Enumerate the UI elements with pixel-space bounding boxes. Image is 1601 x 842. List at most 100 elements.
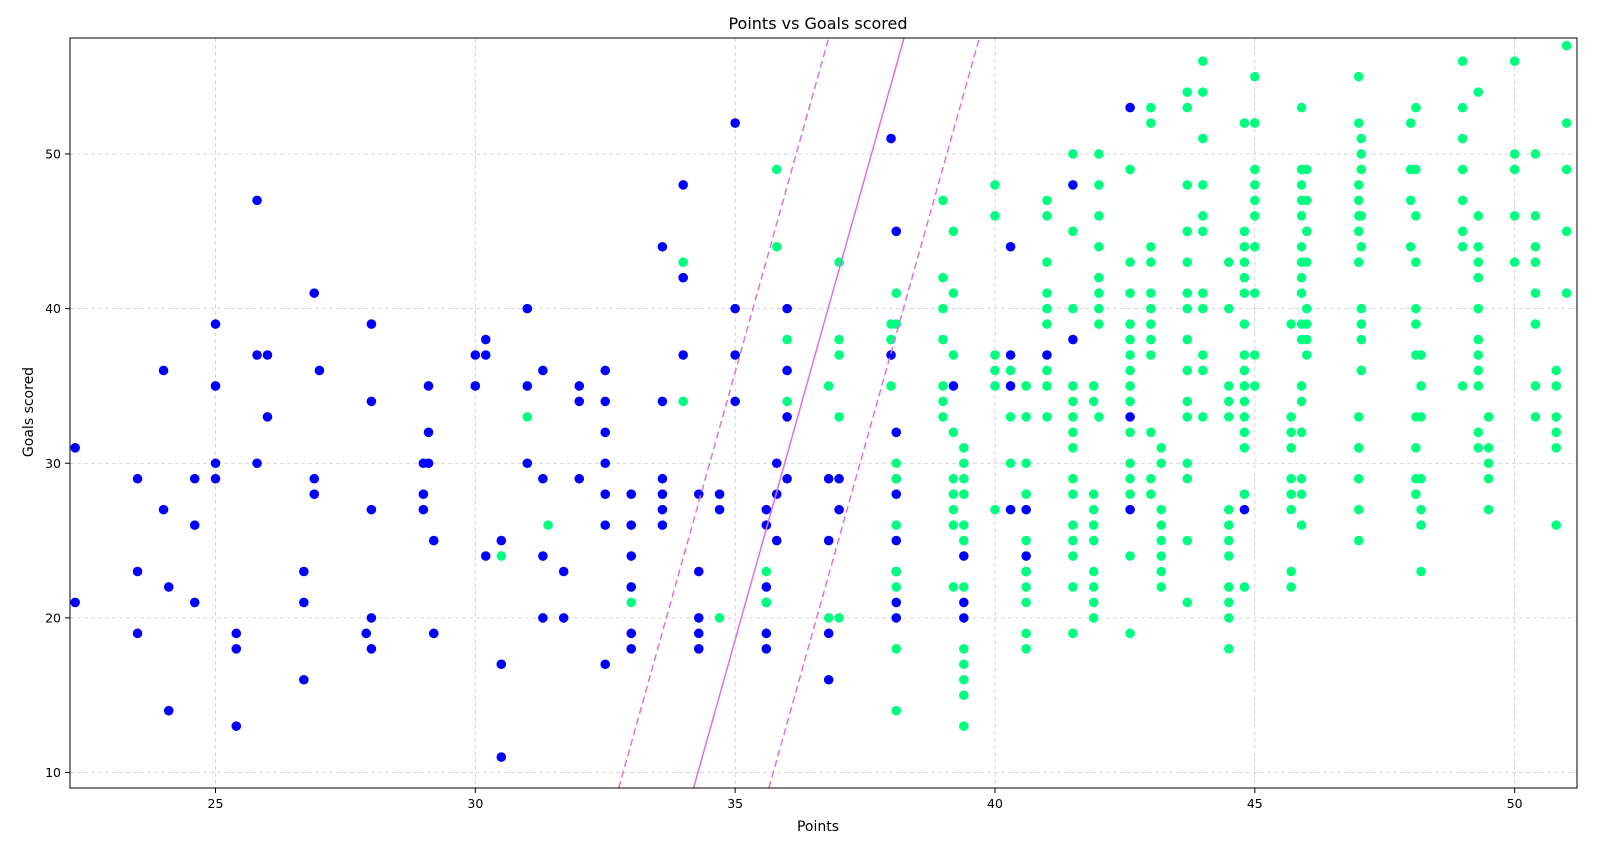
data-point — [1125, 412, 1135, 422]
data-point — [959, 644, 969, 654]
data-points — [70, 40, 1572, 762]
data-point — [891, 458, 902, 469]
data-point — [1530, 381, 1541, 391]
data-point — [891, 566, 902, 577]
data-point — [938, 396, 948, 407]
data-point — [600, 427, 611, 438]
data-point — [1473, 272, 1484, 283]
data-point — [1125, 458, 1135, 469]
data-point — [543, 520, 553, 530]
data-point — [730, 396, 740, 407]
data-point — [823, 535, 834, 546]
data-point — [1411, 489, 1421, 499]
data-point — [1125, 319, 1135, 329]
data-point — [1146, 303, 1156, 314]
data-point — [1156, 535, 1167, 546]
data-point — [959, 442, 969, 453]
data-point — [1125, 334, 1135, 345]
data-point — [1530, 319, 1541, 329]
data-point — [1353, 442, 1364, 453]
data-point — [252, 350, 262, 360]
data-point — [761, 504, 772, 515]
data-point — [1182, 102, 1193, 113]
data-point — [938, 303, 948, 314]
data-point — [834, 350, 844, 360]
data-point — [891, 489, 902, 499]
data-point — [1068, 551, 1078, 561]
data-point — [1088, 381, 1099, 391]
data-point — [1356, 133, 1367, 144]
data-point — [1473, 87, 1484, 97]
data-point — [891, 644, 902, 654]
boundary-lines — [618, 37, 981, 789]
data-point — [1239, 118, 1250, 128]
data-point — [1068, 582, 1078, 592]
data-point — [1483, 458, 1494, 469]
axis-ticks: 25 30 35 40 45 50 10 20 30 40 50 — [45, 146, 1523, 811]
data-point — [714, 504, 725, 515]
data-point — [231, 628, 242, 639]
data-point — [1353, 180, 1364, 190]
data-point — [1483, 504, 1494, 515]
data-point — [1146, 241, 1156, 252]
data-point — [1239, 412, 1250, 422]
data-point — [1042, 211, 1052, 221]
data-point — [761, 628, 772, 639]
data-point — [891, 473, 902, 484]
data-point — [1088, 396, 1099, 407]
data-point — [1094, 412, 1104, 422]
data-point — [1068, 535, 1078, 546]
data-point — [231, 644, 242, 654]
data-point — [1483, 473, 1494, 484]
data-point — [891, 613, 902, 623]
data-point — [771, 458, 782, 469]
data-point — [1457, 241, 1468, 252]
data-point — [1182, 535, 1193, 546]
data-point — [1224, 257, 1234, 268]
data-point — [761, 597, 772, 608]
data-point — [1239, 442, 1250, 453]
y-tick-label: 50 — [45, 146, 61, 161]
data-point — [1156, 551, 1167, 561]
data-point — [1250, 211, 1260, 221]
data-point — [1286, 412, 1296, 422]
data-point — [1125, 288, 1135, 298]
data-point — [657, 473, 668, 484]
margin-line — [618, 37, 830, 789]
data-point — [1457, 226, 1468, 237]
data-point — [1239, 272, 1250, 283]
data-point — [1530, 241, 1541, 252]
data-point — [496, 659, 507, 670]
data-point — [574, 473, 585, 484]
data-point — [480, 350, 491, 360]
data-point — [990, 180, 1000, 190]
data-point — [761, 644, 772, 654]
data-point — [938, 412, 948, 422]
data-point — [158, 365, 169, 376]
data-point — [1356, 303, 1367, 314]
data-point — [1088, 613, 1099, 623]
data-point — [1356, 319, 1367, 329]
data-point — [990, 350, 1000, 360]
data-point — [1551, 412, 1562, 422]
x-tick-label: 35 — [727, 796, 743, 811]
data-point — [1353, 535, 1364, 546]
data-point — [538, 365, 548, 376]
data-point — [1182, 303, 1193, 314]
data-point — [1094, 211, 1104, 221]
data-point — [959, 597, 969, 608]
data-point — [1411, 257, 1421, 268]
data-point — [1042, 412, 1052, 422]
data-point — [1094, 272, 1104, 283]
data-point — [1473, 427, 1484, 438]
data-point — [1473, 257, 1484, 268]
data-point — [1416, 520, 1426, 530]
data-point — [834, 504, 844, 515]
data-point — [823, 473, 834, 484]
data-point — [782, 334, 792, 345]
data-point — [1483, 412, 1494, 422]
data-point — [314, 365, 325, 376]
data-point — [1301, 257, 1312, 268]
data-point — [1182, 473, 1193, 484]
data-point — [1198, 412, 1208, 422]
